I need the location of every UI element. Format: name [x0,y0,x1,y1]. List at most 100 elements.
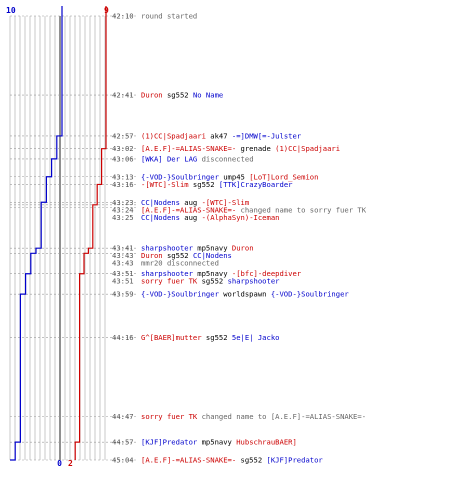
event-connectors [10,15,136,461]
event-log: 42:10 round started 42:41 Duron sg552 No Na… [112,12,367,465]
event-part: ump45 [219,172,249,181]
event-row: 45:04 [A.E.F]-=ALIAS-SNAKE=- sg552 [KJF]P… [112,456,323,465]
event-row: 43:43 mmr20 disconnected [112,259,219,268]
event-part: grenade [236,144,275,153]
event-part: mp5navy [197,438,236,447]
event-text: sharpshooter mp5navy -[bfc]-deepdiver [141,269,302,278]
event-part: (1)CC|Spadjaari [275,144,340,153]
event-time: 45:04 [112,456,134,465]
event-time: 44:57 [112,438,134,447]
event-part: round started [141,12,197,21]
event-text: [A.E.F]-=ALIAS-SNAKE=- sg552 [KJF]Predat… [141,456,323,465]
event-part: changed name to [A.E.F]-=ALIAS-SNAKE=- [197,412,366,421]
event-row: 44:16 G^[BAER]mutter sg552 5e|E| Jacko [112,333,280,342]
event-text: sharpshooter mp5navy Duron [141,244,254,253]
event-part: -[bfc]-deepdiver [232,269,302,278]
event-part: [TTK]CrazyBoarder [219,180,293,189]
event-time: 42:10 [112,12,134,21]
event-part: [A.E.F]-=ALIAS-SNAKE=- [141,456,236,465]
event-part: -[WTC]-Slim [202,198,250,207]
event-part: mp5navy [193,244,232,253]
event-part: sharpshooter [141,269,194,278]
event-row: 43:06 [WKA] Der LAG disconnected [112,154,254,163]
event-part: sharpshooter [228,277,281,286]
event-row: 43:51 sharpshooter mp5navy -[bfc]-deepdiv… [112,269,302,278]
event-text: mmr20 disconnected [141,259,219,268]
score-label-end_blue: 0 [57,459,62,468]
event-time: 43:25 [112,213,134,222]
event-part: disconnected [197,154,253,163]
event-part: sg552 [163,251,193,260]
event-text: G^[BAER]mutter sg552 5e|E| Jacko [141,333,280,342]
event-part: CC|Nodens [141,213,180,222]
event-time: 44:47 [112,412,134,421]
event-part: 5e|E| Jacko [232,333,280,342]
event-part: sharpshooter [141,244,194,253]
event-time: 44:16 [112,333,134,342]
event-time: 43:51 [112,277,134,286]
event-time: 43:16 [112,180,134,189]
event-text: [A.E.F]-=ALIAS-SNAKE=- changed name to s… [141,205,367,214]
event-row: 43:59 {-VOD-}Soulbringer worldspawn {-VOD… [112,290,349,299]
event-time: 43:51 [112,269,134,278]
event-row: 43:24 [A.E.F]-=ALIAS-SNAKE=- changed name… [112,205,367,214]
event-time: 43:43 [112,259,134,268]
event-row: 42:10 round started [112,12,197,21]
event-part: sorry fuer TK [141,412,198,421]
event-row: 43:23 CC|Nodens aug -[WTC]-Slim [112,198,249,207]
event-part: sorry fuer TK [141,277,198,286]
event-text: [WKA] Der LAG disconnected [141,154,254,163]
score-line-blue [10,6,63,461]
event-text: [KJF]Predator mp5navy HubschrauBAER] [141,438,297,447]
score-label-end_red: 2 [68,459,73,468]
event-part: HubschrauBAER] [236,438,297,447]
event-part: sg552 [163,91,193,100]
event-time: 42:57 [112,131,134,140]
event-part: sg552 [236,456,266,465]
event-part: G^[BAER]mutter [141,333,202,342]
event-part: [A.E.F]-=ALIAS-SNAKE=- [141,144,236,153]
event-part: CC|Nodens [141,198,180,207]
event-text: sorry fuer TK changed name to [A.E.F]-=A… [141,412,366,421]
event-part: mmr20 disconnected [141,259,219,268]
event-part: worldspawn [219,290,271,299]
event-part: sg552 [197,277,227,286]
event-part: ak47 [206,131,232,140]
event-time: 43:41 [112,244,134,253]
event-time: 43:06 [112,154,134,163]
event-part: -(AlphaSyn)-Iceman [202,213,280,222]
event-text: CC|Nodens aug -[WTC]-Slim [141,198,249,207]
event-part: (1)CC|Spadjaari [141,131,206,140]
event-part: [LoT]Lord_Semion [249,172,318,181]
event-part: sg552 [189,180,219,189]
event-row: 44:57 [KJF]Predator mp5navy HubschrauBAER… [112,438,297,447]
event-part: sg552 [202,333,232,342]
event-part: {-VOD-}Soulbringer [271,290,350,299]
event-part: Duron [141,251,163,260]
event-time: 42:41 [112,91,134,100]
event-row: 43:41 sharpshooter mp5navy Duron [112,244,254,253]
event-time: 43:43 [112,251,134,260]
event-text: [A.E.F]-=ALIAS-SNAKE=- grenade (1)CC|Spa… [141,144,340,153]
event-row: 43:13 {-VOD-}Soulbringer ump45 [LoT]Lord_… [112,172,318,181]
event-part: Duron [232,244,254,253]
event-row: 43:02 [A.E.F]-=ALIAS-SNAKE=- grenade (1)C… [112,144,340,153]
event-text: -[WTC]-Slim sg552 [TTK]CrazyBoarder [141,180,293,189]
event-part: {-VOD-}Soulbringer [141,172,220,181]
event-part: -=]DMW[=-Julster [232,131,302,140]
event-text: sorry fuer TK sg552 sharpshooter [141,277,280,286]
event-time: 43:59 [112,290,134,299]
event-text: (1)CC|Spadjaari ak47 -=]DMW[=-Julster [141,131,302,140]
event-time: 43:13 [112,172,134,181]
event-part: aug [180,213,202,222]
score-labels: 10 9 0 2 [6,6,109,468]
event-row: 42:57 (1)CC|Spadjaari ak47 -=]DMW[=-Julst… [112,131,302,140]
event-text: CC|Nodens aug -(AlphaSyn)-Iceman [141,213,279,222]
event-part: mp5navy [193,269,232,278]
event-part: No Name [193,91,223,100]
event-row: 44:47 sorry fuer TK changed name to [A.E.… [112,412,366,421]
event-text: Duron sg552 No Name [141,91,223,100]
event-time: 43:24 [112,205,134,214]
event-part: [A.E.F]-=ALIAS-SNAKE=- [141,205,236,214]
